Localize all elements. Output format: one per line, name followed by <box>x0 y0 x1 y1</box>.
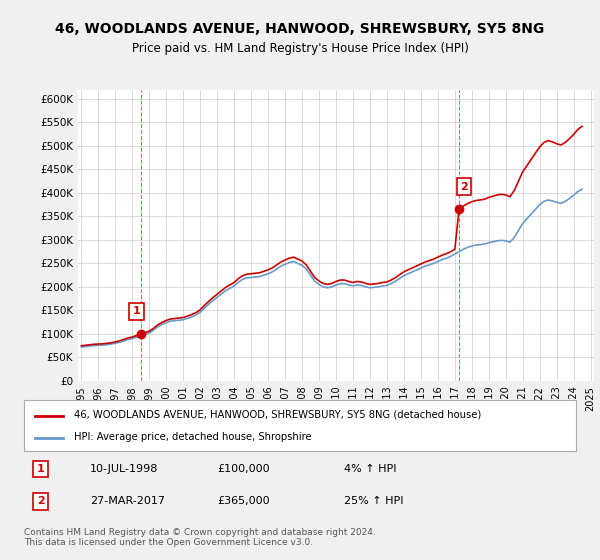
Text: 2: 2 <box>37 496 44 506</box>
Text: 2: 2 <box>460 182 468 192</box>
Text: 1: 1 <box>37 464 44 474</box>
Text: Contains HM Land Registry data © Crown copyright and database right 2024.
This d: Contains HM Land Registry data © Crown c… <box>24 528 376 547</box>
Text: £100,000: £100,000 <box>217 464 270 474</box>
Text: HPI: Average price, detached house, Shropshire: HPI: Average price, detached house, Shro… <box>74 432 311 442</box>
Text: 1: 1 <box>133 306 140 316</box>
Text: 27-MAR-2017: 27-MAR-2017 <box>90 496 165 506</box>
Text: 4% ↑ HPI: 4% ↑ HPI <box>344 464 397 474</box>
Text: 25% ↑ HPI: 25% ↑ HPI <box>344 496 404 506</box>
Text: £365,000: £365,000 <box>217 496 270 506</box>
Text: 46, WOODLANDS AVENUE, HANWOOD, SHREWSBURY, SY5 8NG: 46, WOODLANDS AVENUE, HANWOOD, SHREWSBUR… <box>55 22 545 36</box>
Text: Price paid vs. HM Land Registry's House Price Index (HPI): Price paid vs. HM Land Registry's House … <box>131 42 469 55</box>
Text: 46, WOODLANDS AVENUE, HANWOOD, SHREWSBURY, SY5 8NG (detached house): 46, WOODLANDS AVENUE, HANWOOD, SHREWSBUR… <box>74 409 481 419</box>
Text: 10-JUL-1998: 10-JUL-1998 <box>90 464 158 474</box>
